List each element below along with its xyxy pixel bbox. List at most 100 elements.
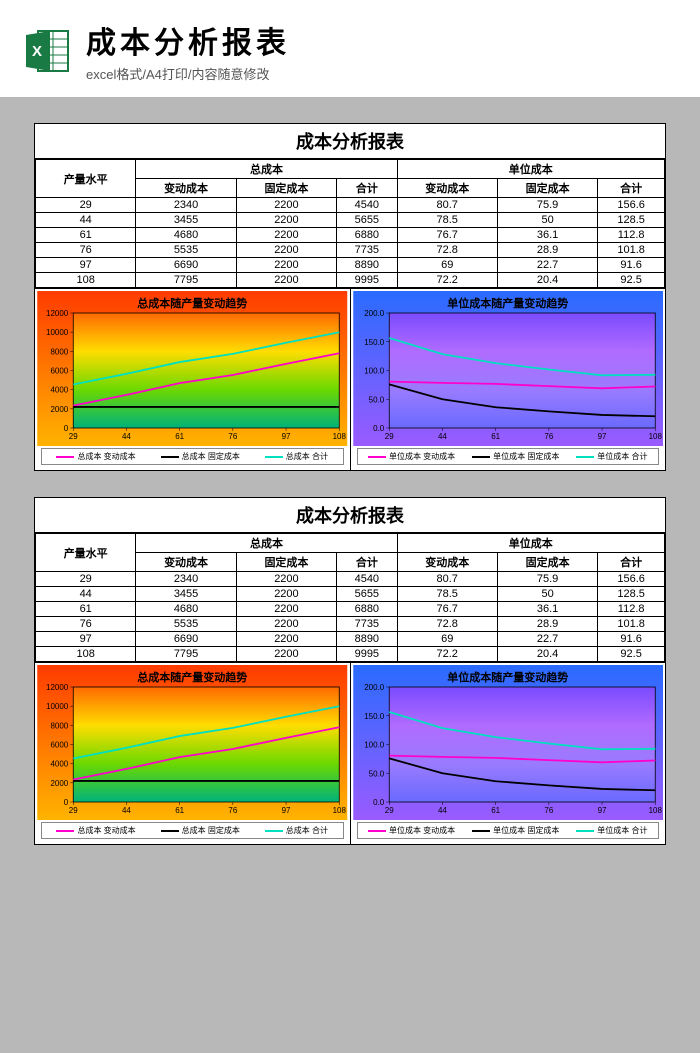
legend-item: 单位成本 变动成本 bbox=[368, 451, 455, 462]
svg-text:29: 29 bbox=[384, 432, 393, 441]
cell-uc-fix: 50 bbox=[497, 587, 597, 602]
cell-tc-fix: 2200 bbox=[236, 198, 336, 213]
col-tc-fix: 固定成本 bbox=[236, 179, 336, 198]
cell-tc-sum: 7735 bbox=[337, 617, 397, 632]
svg-text:108: 108 bbox=[333, 806, 347, 815]
header-text: 成本分析报表 excel格式/A4打印/内容随意修改 bbox=[86, 18, 676, 83]
chart-title: 单位成本随产量变动趋势 bbox=[351, 295, 666, 311]
table-row: 76 5535 2200 7735 72.8 28.9 101.8 bbox=[36, 617, 665, 632]
cell-tc-fix: 2200 bbox=[236, 572, 336, 587]
sheet-title: 成本分析报表 bbox=[35, 498, 665, 533]
svg-text:29: 29 bbox=[69, 432, 78, 441]
cell-uc-sum: 156.6 bbox=[598, 572, 665, 587]
page-title: 成本分析报表 bbox=[86, 18, 676, 62]
cell-uc-sum: 91.6 bbox=[598, 258, 665, 273]
svg-text:44: 44 bbox=[437, 806, 446, 815]
cell-level: 29 bbox=[36, 198, 136, 213]
col-uc-fix: 固定成本 bbox=[497, 553, 597, 572]
table-row: 44 3455 2200 5655 78.5 50 128.5 bbox=[36, 213, 665, 228]
cell-tc-sum: 5655 bbox=[337, 213, 397, 228]
cell-uc-fix: 36.1 bbox=[497, 602, 597, 617]
svg-text:76: 76 bbox=[228, 806, 237, 815]
total-cost-chart: 总成本随产量变动趋势 0 2000 4000 6000 8000 10000 1… bbox=[35, 663, 351, 844]
chart-svg: 0.0 50.0 100.0 150.0 200.0 29 44 61 76 9… bbox=[353, 665, 664, 820]
charts-row: 总成本随产量变动趋势 0 2000 4000 6000 8000 10000 1… bbox=[35, 288, 665, 470]
legend-label: 总成本 合计 bbox=[286, 451, 328, 462]
cost-table: 产量水平 总成本 单位成本 变动成本 固定成本 合计 变动成本 固定成本 合计 … bbox=[35, 159, 665, 288]
table-row: 44 3455 2200 5655 78.5 50 128.5 bbox=[36, 587, 665, 602]
cell-tc-fix: 2200 bbox=[236, 587, 336, 602]
cell-uc-var: 69 bbox=[397, 258, 497, 273]
cell-uc-var: 78.5 bbox=[397, 213, 497, 228]
svg-text:108: 108 bbox=[648, 806, 662, 815]
col-uc-var: 变动成本 bbox=[397, 179, 497, 198]
cost-sheet: 成本分析报表 产量水平 总成本 单位成本 变动成本 固定成本 合计 变动成本 固… bbox=[34, 497, 666, 845]
svg-text:29: 29 bbox=[69, 806, 78, 815]
svg-text:97: 97 bbox=[597, 432, 606, 441]
cell-tc-var: 3455 bbox=[136, 213, 236, 228]
cell-tc-sum: 8890 bbox=[337, 632, 397, 647]
cell-tc-fix: 2200 bbox=[236, 243, 336, 258]
cell-uc-fix: 20.4 bbox=[497, 273, 597, 288]
cell-uc-sum: 91.6 bbox=[598, 632, 665, 647]
table-row: 108 7795 2200 9995 72.2 20.4 92.5 bbox=[36, 273, 665, 288]
cell-level: 29 bbox=[36, 572, 136, 587]
cell-uc-fix: 28.9 bbox=[497, 243, 597, 258]
cell-level: 44 bbox=[36, 213, 136, 228]
cell-uc-sum: 101.8 bbox=[598, 617, 665, 632]
svg-text:108: 108 bbox=[333, 432, 347, 441]
legend-label: 总成本 固定成本 bbox=[182, 451, 240, 462]
cell-uc-var: 72.2 bbox=[397, 273, 497, 288]
cell-uc-sum: 92.5 bbox=[598, 647, 665, 662]
cell-level: 97 bbox=[36, 632, 136, 647]
svg-text:10000: 10000 bbox=[46, 328, 69, 337]
svg-text:76: 76 bbox=[228, 432, 237, 441]
cell-uc-var: 78.5 bbox=[397, 587, 497, 602]
col-level: 产量水平 bbox=[36, 534, 136, 572]
svg-text:4000: 4000 bbox=[50, 386, 68, 395]
cell-uc-var: 76.7 bbox=[397, 228, 497, 243]
page-subtitle: excel格式/A4打印/内容随意修改 bbox=[86, 64, 676, 83]
cell-tc-var: 7795 bbox=[136, 647, 236, 662]
cell-tc-var: 7795 bbox=[136, 273, 236, 288]
chart-title: 单位成本随产量变动趋势 bbox=[351, 669, 666, 685]
svg-text:97: 97 bbox=[597, 806, 606, 815]
table-row: 108 7795 2200 9995 72.2 20.4 92.5 bbox=[36, 647, 665, 662]
svg-text:50.0: 50.0 bbox=[368, 395, 384, 404]
col-tc-sum: 合计 bbox=[337, 179, 397, 198]
legend-item: 总成本 固定成本 bbox=[161, 451, 240, 462]
col-tc-var: 变动成本 bbox=[136, 553, 236, 572]
cell-level: 61 bbox=[36, 602, 136, 617]
svg-text:44: 44 bbox=[122, 432, 131, 441]
legend-item: 单位成本 合计 bbox=[576, 451, 647, 462]
legend-label: 单位成本 固定成本 bbox=[493, 451, 559, 462]
cell-uc-sum: 112.8 bbox=[598, 602, 665, 617]
col-uc-fix: 固定成本 bbox=[497, 179, 597, 198]
cell-uc-var: 72.8 bbox=[397, 243, 497, 258]
svg-text:0.0: 0.0 bbox=[373, 424, 385, 433]
svg-text:X: X bbox=[32, 43, 42, 60]
legend-swatch bbox=[576, 830, 594, 832]
svg-text:97: 97 bbox=[282, 432, 291, 441]
cell-tc-var: 5535 bbox=[136, 617, 236, 632]
legend-swatch bbox=[472, 830, 490, 832]
chart-title: 总成本随产量变动趋势 bbox=[35, 295, 350, 311]
legend-swatch bbox=[265, 456, 283, 458]
chart-svg: 0 2000 4000 6000 8000 10000 12000 29 44 … bbox=[37, 665, 348, 820]
col-uc-sum: 合计 bbox=[598, 553, 665, 572]
cost-sheet: 成本分析报表 产量水平 总成本 单位成本 变动成本 固定成本 合计 变动成本 固… bbox=[34, 123, 666, 471]
cell-tc-sum: 9995 bbox=[337, 647, 397, 662]
svg-text:2000: 2000 bbox=[50, 779, 68, 788]
cell-tc-fix: 2200 bbox=[236, 273, 336, 288]
chart-legend: 总成本 变动成本 总成本 固定成本 总成本 合计 bbox=[41, 822, 344, 839]
cell-uc-var: 72.2 bbox=[397, 647, 497, 662]
cell-uc-sum: 92.5 bbox=[598, 273, 665, 288]
svg-text:50.0: 50.0 bbox=[368, 769, 384, 778]
cell-uc-fix: 22.7 bbox=[497, 258, 597, 273]
cell-tc-fix: 2200 bbox=[236, 632, 336, 647]
table-row: 61 4680 2200 6880 76.7 36.1 112.8 bbox=[36, 228, 665, 243]
unit-cost-chart: 单位成本随产量变动趋势 0.0 50.0 100.0 150.0 200.0 2… bbox=[351, 289, 666, 470]
cell-level: 76 bbox=[36, 243, 136, 258]
chart-legend: 总成本 变动成本 总成本 固定成本 总成本 合计 bbox=[41, 448, 344, 465]
cell-uc-fix: 20.4 bbox=[497, 647, 597, 662]
